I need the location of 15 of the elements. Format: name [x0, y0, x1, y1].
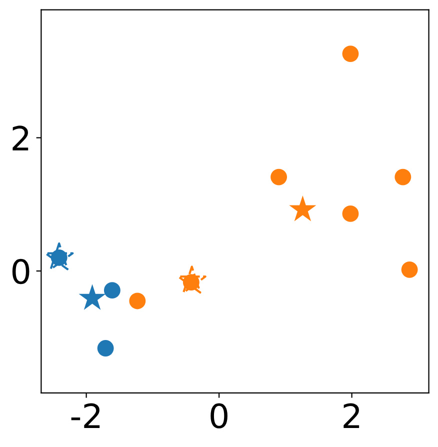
point — [97, 340, 114, 356]
x-tick-label: 0 — [210, 403, 228, 428]
point — [401, 261, 418, 278]
point — [129, 292, 146, 310]
x-tick-label: -2 — [71, 403, 100, 428]
point — [270, 168, 288, 186]
point — [342, 205, 359, 222]
x-tick-label: 2 — [344, 403, 360, 428]
point — [394, 168, 412, 186]
point — [177, 266, 206, 294]
point — [78, 284, 106, 310]
point — [44, 242, 74, 270]
point — [289, 195, 316, 222]
point — [342, 46, 359, 62]
point — [104, 282, 120, 299]
